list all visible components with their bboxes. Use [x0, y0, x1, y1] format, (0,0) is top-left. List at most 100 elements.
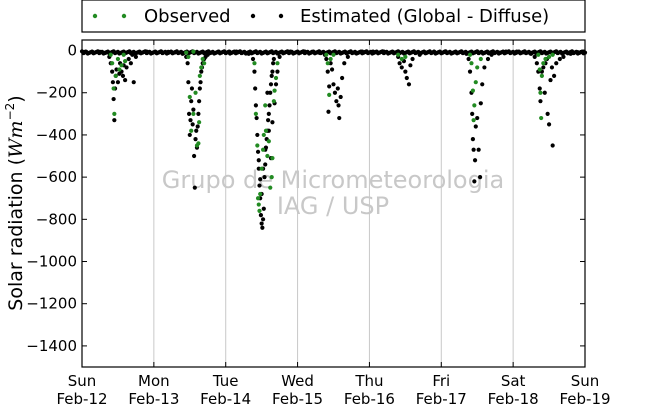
estimated-point	[477, 175, 483, 180]
observed-point	[191, 49, 196, 54]
estimated-point	[352, 50, 358, 55]
estimated-point	[466, 56, 471, 62]
estimated-point	[340, 75, 345, 81]
observed-point	[108, 52, 113, 57]
estimated-point	[186, 80, 191, 85]
estimated-point	[478, 101, 483, 106]
observed-point	[541, 61, 546, 66]
estimated-point	[259, 221, 264, 226]
estimated-point	[268, 90, 273, 95]
x-tick-label-date: Feb-12	[56, 390, 107, 408]
y-tick-label: −800	[36, 210, 77, 228]
estimated-point	[269, 73, 274, 78]
estimated-point	[549, 65, 555, 70]
estimated-point	[166, 49, 171, 54]
estimated-point	[257, 183, 262, 188]
data-points	[79, 49, 588, 230]
observed-point	[328, 56, 333, 62]
estimated-point	[255, 149, 261, 154]
estimated-point	[472, 179, 477, 184]
observed-point	[403, 54, 408, 59]
estimated-point	[262, 175, 267, 180]
estimated-point	[260, 217, 266, 222]
y-axis-label: Solar radiation (Wm−2)	[3, 95, 27, 310]
x-tick-label-day: Thu	[354, 372, 383, 390]
y-axis-label-unit: Wm	[5, 120, 27, 158]
estimated-point	[473, 124, 478, 129]
estimated-point	[256, 158, 261, 163]
estimated-point	[480, 82, 485, 87]
observed-point	[396, 52, 401, 57]
estimated-point	[266, 128, 271, 133]
estimated-point	[103, 50, 108, 55]
estimated-point	[263, 162, 268, 167]
estimated-point	[336, 103, 341, 108]
estimated-point	[557, 56, 562, 62]
estimated-point	[246, 51, 251, 56]
estimated-point	[271, 61, 276, 66]
estimated-point	[114, 67, 119, 72]
estimated-point	[253, 86, 258, 91]
estimated-point	[327, 84, 332, 89]
estimated-point	[476, 147, 481, 152]
estimated-point	[432, 49, 437, 54]
observed-point	[191, 111, 196, 116]
estimated-point	[252, 69, 257, 74]
observed-point	[121, 52, 126, 57]
legend: Observed Estimated (Global - Diffuse)	[81, 0, 586, 33]
estimated-point	[271, 56, 276, 62]
x-tick-label-date: Feb-13	[128, 390, 179, 408]
observed-point	[472, 103, 477, 108]
observed-point	[196, 141, 201, 146]
estimated-point	[485, 56, 491, 62]
estimated-point	[185, 61, 190, 66]
observed-point	[258, 191, 263, 197]
observed-point	[539, 115, 544, 121]
estimated-point	[270, 69, 275, 74]
estimated-point	[205, 52, 210, 57]
estimated-point	[575, 50, 580, 55]
estimated-point	[334, 99, 339, 104]
observed-point	[253, 111, 258, 116]
observed-point	[186, 54, 191, 59]
observed-point	[324, 52, 329, 57]
estimated-point	[198, 80, 203, 85]
estimated-point	[124, 65, 129, 70]
estimated-point	[324, 56, 329, 62]
estimated-point	[408, 63, 413, 68]
estimated-point	[133, 54, 138, 59]
estimated-point	[538, 99, 543, 104]
observed-point	[117, 67, 122, 72]
x-tick-label-day: Wed	[281, 372, 314, 390]
observed-point	[266, 139, 271, 144]
observed-point	[193, 90, 198, 95]
estimated-point	[256, 166, 261, 171]
estimated-point	[317, 50, 322, 55]
legend-label-estimated: Estimated (Global - Diffuse)	[300, 6, 549, 27]
x-tick-label-date: Feb-14	[200, 390, 251, 408]
estimated-point	[392, 50, 397, 55]
estimated-point	[261, 206, 266, 211]
observed-point	[261, 132, 266, 138]
observed-point	[110, 61, 115, 66]
estimated-point	[403, 69, 408, 74]
estimated-point	[97, 49, 103, 54]
observed-point	[202, 61, 207, 66]
estimated-point	[275, 69, 280, 74]
observed-point	[189, 128, 194, 133]
estimated-point	[470, 137, 476, 142]
observed-point	[119, 63, 124, 68]
estimated-point	[345, 54, 350, 59]
observed-point	[537, 67, 542, 72]
estimated-point	[216, 49, 221, 54]
observed-point	[539, 73, 544, 78]
observed-point	[273, 75, 279, 81]
observed-point	[111, 86, 116, 91]
estimated-point	[529, 51, 534, 56]
x-ticks: SunFeb-12MonFeb-13TueFeb-14WedFeb-15ThuF…	[56, 40, 611, 408]
estimated-point	[180, 51, 185, 56]
y-tick-label: −1200	[26, 295, 77, 313]
estimated-point	[209, 50, 214, 55]
observed-point	[263, 128, 269, 133]
estimated-point	[534, 61, 539, 66]
